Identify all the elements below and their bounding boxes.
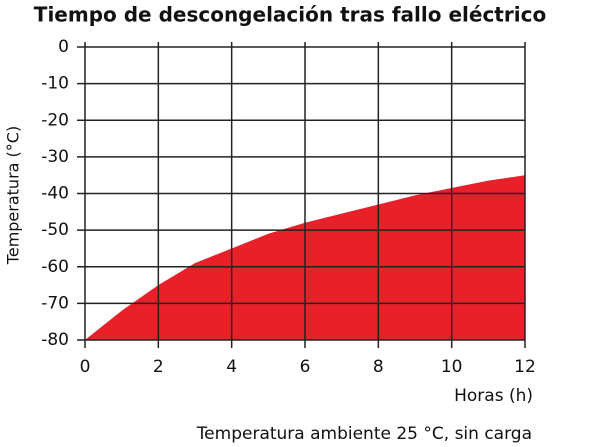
x-tick-label: 4 [226,357,237,377]
x-tick-label: 6 [300,357,311,377]
y-tick-label: -30 [41,147,69,167]
x-tick-label: 2 [153,357,164,377]
x-tick-label: 12 [514,357,536,377]
y-tick-label: -40 [41,184,69,204]
y-tick-label: -20 [41,110,69,130]
x-tick-label: 10 [441,357,463,377]
x-tick-label: 0 [80,357,91,377]
footnote: Temperatura ambiente 25 °C, sin carga [196,424,532,444]
y-axis-label: Temperatura (°C) [4,126,23,265]
y-tick-label: -50 [41,220,69,240]
y-tick-label: -80 [41,330,69,350]
chart-title: Tiempo de descongelación tras fallo eléc… [34,3,546,27]
y-tick-label: -70 [41,293,69,313]
x-axis-label: Horas (h) [454,386,533,406]
y-tick-label: -10 [41,74,69,94]
y-tick-label: 0 [58,37,69,57]
x-tick-label: 8 [373,357,384,377]
y-tick-label: -60 [41,257,69,277]
